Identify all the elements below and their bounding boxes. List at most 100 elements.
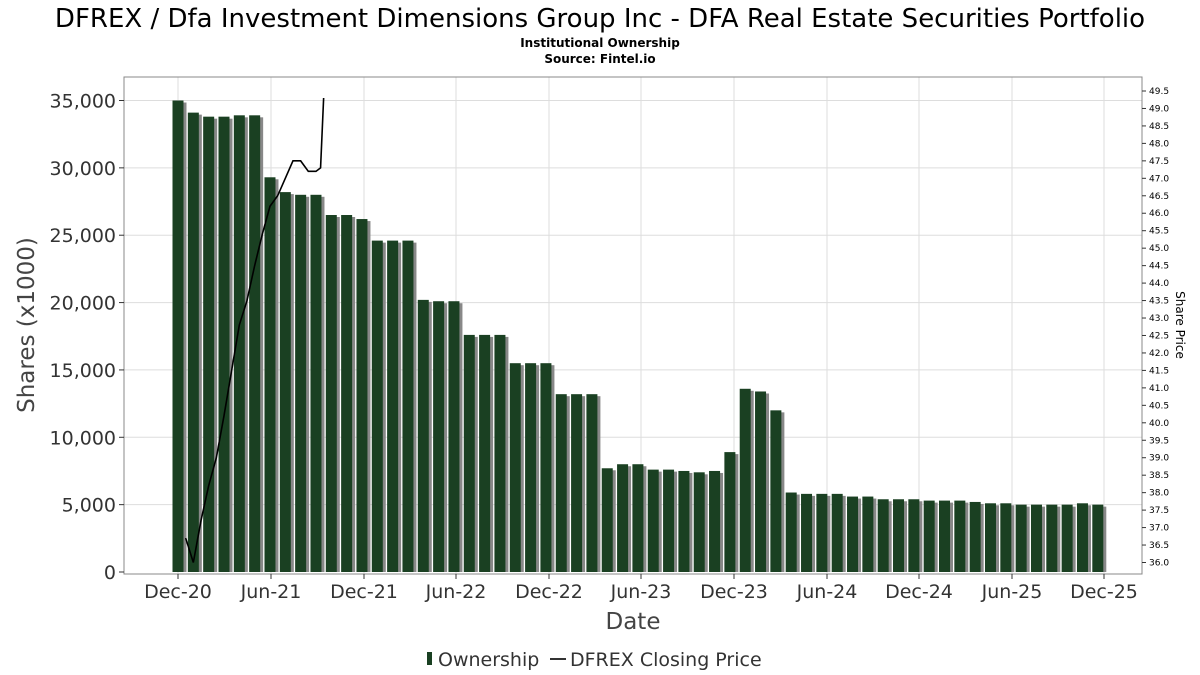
y2-tick-label: 48.5 <box>1149 122 1169 132</box>
ownership-bar <box>954 500 966 572</box>
ownership-bar <box>417 299 429 572</box>
x-tick-label: Dec-20 <box>144 581 212 603</box>
ownership-bar <box>969 501 981 572</box>
legend: Ownership DFREX Closing Price <box>427 649 762 671</box>
x-tick-label: Jun-21 <box>240 581 302 603</box>
ownership-bar <box>341 215 353 572</box>
ownership-bar <box>601 468 613 572</box>
ownership-bar <box>172 100 184 572</box>
ownership-bar <box>1030 504 1042 572</box>
ownership-bar <box>463 334 475 572</box>
y2-tick-label: 45.5 <box>1149 227 1169 237</box>
ownership-bar <box>831 493 843 572</box>
plot-area <box>123 76 1143 575</box>
ownership-bar <box>433 301 445 572</box>
ownership-bar <box>203 116 215 572</box>
y2-tick-label: 47.0 <box>1149 174 1169 184</box>
ownership-bar <box>540 363 552 572</box>
y2-tick-label: 46.0 <box>1149 209 1169 219</box>
ownership-bar <box>984 503 996 572</box>
y-tick-label: 25,000 <box>50 225 116 247</box>
y-tick-label: 20,000 <box>50 293 116 315</box>
ownership-bar <box>816 493 828 572</box>
ownership-bar <box>295 194 307 573</box>
ownership-bar <box>632 464 644 572</box>
y2-tick-label: 39.0 <box>1149 454 1169 464</box>
x-tick-label: Dec-22 <box>515 581 583 603</box>
ownership-bar <box>479 334 491 572</box>
ownership-bar <box>187 112 199 573</box>
y2-tick-label: 40.0 <box>1149 419 1169 429</box>
ownership-bar <box>571 394 583 572</box>
ownership-bar <box>555 394 567 572</box>
y2-tick-label: 37.5 <box>1149 506 1169 516</box>
ownership-bar <box>647 469 659 572</box>
ownership-bar <box>1076 503 1088 572</box>
ownership-bar <box>279 192 291 572</box>
legend-ownership-swatch <box>427 652 432 665</box>
ownership-bar <box>739 388 751 572</box>
y2-tick-label: 42.5 <box>1149 331 1169 341</box>
y2-tick-label: 44.0 <box>1149 279 1169 289</box>
price-line-group <box>184 97 325 563</box>
ownership-bar <box>693 472 705 572</box>
y2-tick-label: 38.0 <box>1149 489 1169 499</box>
y2-tick-label: 43.0 <box>1149 314 1169 324</box>
ownership-bar <box>785 492 797 572</box>
y2-tick-label: 43.5 <box>1149 297 1169 307</box>
ownership-bar <box>862 496 874 572</box>
y-axis-ticks: 0 5,000 10,000 15,000 20,000 25,000 30,000 35,0… <box>50 91 124 584</box>
ownership-bar <box>402 240 414 573</box>
ownership-bar <box>755 391 767 572</box>
y2-tick-label: 38.5 <box>1149 471 1169 481</box>
y2-tick-label: 39.5 <box>1149 436 1169 446</box>
x-axis-label: Date <box>606 609 661 635</box>
y2-tick-label: 37.0 <box>1149 524 1169 534</box>
y2-tick-label: 46.5 <box>1149 192 1169 202</box>
ownership-bar <box>801 493 813 572</box>
x-tick-label: Jun-24 <box>796 581 858 603</box>
y2-tick-label: 42.0 <box>1149 349 1169 359</box>
ownership-bar <box>264 177 276 572</box>
y2-tick-label: 41.5 <box>1149 366 1169 376</box>
ownership-bar <box>586 394 598 572</box>
y-axis-label: Shares (x1000) <box>14 237 40 413</box>
ownership-bar <box>1092 504 1104 572</box>
y2-tick-label: 36.0 <box>1149 559 1169 569</box>
chart-title: DFREX / Dfa Investment Dimensions Group … <box>55 4 1145 34</box>
y2-tick-label: 44.5 <box>1149 262 1169 272</box>
y-tick-label: 10,000 <box>50 427 116 449</box>
x-tick-label: Dec-24 <box>885 581 953 603</box>
ownership-bar <box>310 194 322 573</box>
y-tick-label: 0 <box>104 562 116 584</box>
y-tick-label: 15,000 <box>50 360 116 382</box>
y2-tick-label: 49.0 <box>1149 104 1169 114</box>
y2-axis-ticks: 36.0 36.5 37.0 37.5 38.0 38.5 39.0 39.5 40.0 40.5… <box>1142 87 1169 569</box>
ownership-bar <box>678 470 690 572</box>
legend-ownership-label: Ownership <box>438 649 539 671</box>
y2-tick-label: 45.0 <box>1149 244 1169 254</box>
ownership-bar <box>325 215 337 572</box>
ownership-bar <box>249 115 261 572</box>
y-tick-label: 30,000 <box>50 158 116 180</box>
x-tick-label: Dec-21 <box>330 581 398 603</box>
ownership-bar <box>908 499 920 572</box>
x-axis-ticks: Dec-20 Jun-21 Dec-21 Jun-22 Dec-22 Jun-23 Dec-… <box>144 574 1138 603</box>
x-tick-label: Jun-23 <box>610 581 672 603</box>
ownership-bar <box>448 301 460 572</box>
chart-subtitle-2: Source: Fintel.io <box>544 52 655 66</box>
y2-tick-label: 41.0 <box>1149 384 1169 394</box>
ownership-bar <box>356 219 368 572</box>
ownership-bar <box>233 115 245 572</box>
ownership-bar <box>724 452 736 572</box>
y2-tick-label: 36.5 <box>1149 541 1169 551</box>
x-tick-label: Dec-25 <box>1070 581 1138 603</box>
ownership-bar <box>1046 504 1058 572</box>
bars <box>172 100 1107 573</box>
ownership-bar <box>1061 504 1073 572</box>
ownership-bar <box>1000 503 1012 572</box>
x-tick-label: Dec-23 <box>700 581 768 603</box>
y-tick-label: 35,000 <box>50 91 116 113</box>
ownership-bar <box>617 464 629 572</box>
